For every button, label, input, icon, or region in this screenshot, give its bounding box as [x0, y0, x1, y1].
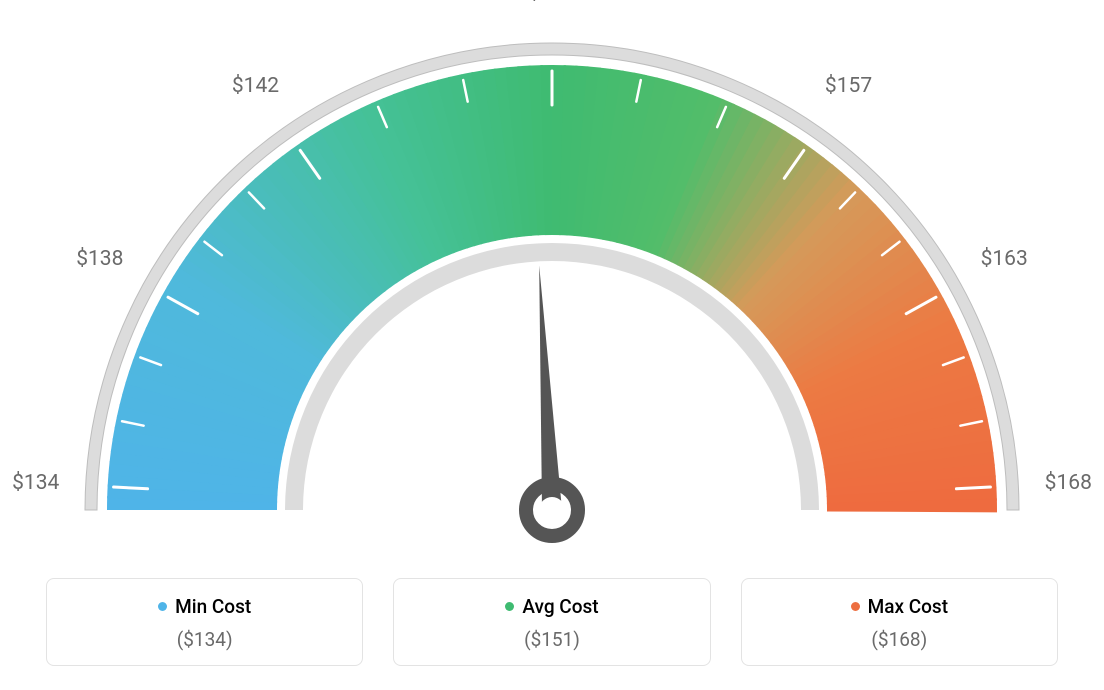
legend-value-avg: ($151)	[404, 628, 699, 651]
legend-dot-min	[158, 602, 167, 611]
legend-label-max: Max Cost	[868, 595, 948, 618]
gauge-tick-label: $157	[825, 74, 872, 98]
gauge-tick-label: $151	[528, 0, 575, 5]
legend-card-min: Min Cost ($134)	[46, 578, 363, 666]
legend-row: Min Cost ($134) Avg Cost ($151) Max Cost…	[0, 578, 1104, 666]
legend-value-min: ($134)	[57, 628, 352, 651]
gauge-tick-label: $163	[981, 247, 1028, 271]
legend-title-avg: Avg Cost	[505, 595, 598, 618]
gauge-tick-label: $168	[1045, 471, 1092, 495]
gauge-tick-label: $134	[12, 471, 59, 495]
legend-label-min: Min Cost	[175, 595, 251, 618]
legend-title-max: Max Cost	[851, 595, 948, 618]
legend-dot-avg	[505, 602, 514, 611]
legend-value-max: ($168)	[752, 628, 1047, 651]
legend-card-avg: Avg Cost ($151)	[393, 578, 710, 666]
legend-dot-max	[851, 602, 860, 611]
gauge-tick-label: $142	[232, 74, 279, 98]
legend-card-max: Max Cost ($168)	[741, 578, 1058, 666]
gauge-chart: $134 $138 $142 $151 $157 $163 $168	[0, 0, 1104, 560]
gauge-svg	[0, 0, 1104, 560]
legend-label-avg: Avg Cost	[522, 595, 598, 618]
gauge-tick-label: $138	[76, 247, 123, 271]
legend-title-min: Min Cost	[158, 595, 251, 618]
